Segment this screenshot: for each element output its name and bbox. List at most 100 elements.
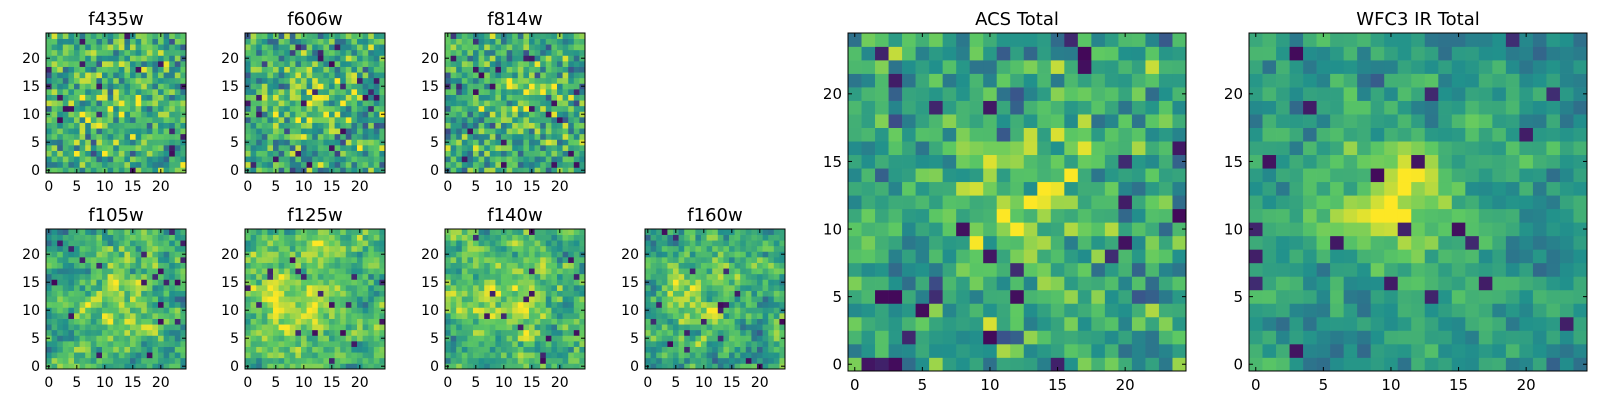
heatmap-cell xyxy=(1064,235,1079,250)
heatmap-cell xyxy=(85,318,92,325)
heatmap-cell xyxy=(478,279,485,286)
heatmap-cell xyxy=(969,195,984,210)
heatmap-cell xyxy=(85,122,92,129)
heatmap-cell xyxy=(301,268,307,275)
heatmap-cell xyxy=(1131,316,1146,331)
heatmap-cell xyxy=(1104,168,1119,183)
heatmap-cell xyxy=(317,145,324,151)
heatmap-cell xyxy=(113,273,120,280)
heatmap-cell xyxy=(90,245,97,252)
heatmap-cell xyxy=(996,330,1011,345)
heatmap-cell xyxy=(306,324,313,331)
heatmap-cell xyxy=(51,341,58,347)
heatmap-cell xyxy=(368,55,375,62)
heatmap-cell xyxy=(163,262,170,269)
heatmap-cell xyxy=(79,49,86,56)
heatmap-cell xyxy=(130,240,136,247)
heatmap-cell xyxy=(57,38,64,45)
heatmap-cell xyxy=(317,122,324,129)
heatmap-cell xyxy=(113,251,120,258)
heatmap-cell xyxy=(362,335,369,342)
heatmap-cell xyxy=(163,156,170,163)
heatmap-cell xyxy=(368,139,375,146)
heatmap-cell xyxy=(506,262,513,269)
heatmap-cell xyxy=(250,229,257,235)
heatmap-cell xyxy=(456,61,463,67)
heatmap-cell xyxy=(301,117,307,123)
heatmap-cell xyxy=(723,285,730,291)
heatmap-cell xyxy=(345,145,352,151)
heatmap-cell xyxy=(368,296,375,303)
heatmap-cell xyxy=(557,49,563,56)
heatmap-cell xyxy=(689,257,696,263)
heatmap-cell xyxy=(323,66,330,73)
heatmap-cell xyxy=(340,335,347,342)
heatmap-cell xyxy=(329,61,335,67)
heatmap-cell xyxy=(379,44,386,51)
heatmap-cell xyxy=(273,324,279,331)
heatmap-cell xyxy=(245,133,251,140)
heatmap-cell xyxy=(684,251,691,258)
heatmap-cell xyxy=(362,156,369,163)
heatmap-cell xyxy=(773,363,780,370)
heatmap-cell xyxy=(656,335,663,342)
heatmap-cell xyxy=(467,240,474,247)
heatmap-cell xyxy=(689,245,696,252)
heatmap-cell xyxy=(445,156,451,163)
heatmap-cell xyxy=(534,150,541,157)
heatmap-cell xyxy=(329,290,335,297)
heatmap-cell xyxy=(712,357,719,364)
heatmap-cell xyxy=(118,161,125,168)
heatmap-cell xyxy=(46,89,52,95)
heatmap-cell xyxy=(751,324,758,331)
heatmap-cell xyxy=(158,318,164,325)
heatmap-cell xyxy=(489,117,496,123)
heatmap-cell xyxy=(461,61,468,67)
heatmap-cell xyxy=(261,72,268,79)
heatmap-cell xyxy=(79,156,86,163)
heatmap-cell xyxy=(501,94,507,101)
heatmap-cell xyxy=(362,89,369,95)
heatmap-cell xyxy=(495,100,502,107)
heatmap-cell xyxy=(368,285,375,291)
heatmap-cell xyxy=(323,257,330,263)
heatmap-cell xyxy=(158,245,164,252)
heatmap-cell xyxy=(68,145,75,151)
heatmap-cell xyxy=(568,346,575,353)
heatmap-cell xyxy=(312,324,319,331)
heatmap-cell xyxy=(301,296,307,303)
heatmap-cell xyxy=(540,262,547,269)
heatmap-cell xyxy=(645,290,651,297)
heatmap-cell xyxy=(301,335,307,342)
heatmap-cell xyxy=(484,38,491,45)
heatmap-cell xyxy=(1010,289,1025,304)
heatmap-cell xyxy=(289,324,296,331)
heatmap-cell xyxy=(1077,168,1092,183)
heatmap-cell xyxy=(373,273,380,280)
heatmap-cell xyxy=(929,168,943,183)
heatmap-cell xyxy=(146,363,153,370)
heatmap-cell xyxy=(340,38,347,45)
heatmap-cell xyxy=(734,234,741,241)
heatmap-cell xyxy=(295,313,302,319)
heatmap-cell xyxy=(46,133,52,140)
heatmap-cell xyxy=(495,111,502,118)
heatmap-cell xyxy=(362,33,369,39)
heatmap-cell xyxy=(180,77,187,84)
heatmap-cell xyxy=(456,150,463,157)
heatmap-cell xyxy=(517,44,524,51)
heatmap-cell xyxy=(51,167,58,174)
heatmap-cell xyxy=(96,111,103,118)
heatmap-cell xyxy=(152,44,159,51)
heatmap-cell xyxy=(113,285,120,291)
heatmap-cell xyxy=(102,352,108,359)
heatmap-cell xyxy=(551,33,558,39)
heatmap-cell xyxy=(51,301,58,308)
heatmap-cell xyxy=(152,307,159,314)
heatmap-cell xyxy=(506,307,513,314)
heatmap-cell xyxy=(85,139,92,146)
heatmap-cell xyxy=(861,235,876,250)
heatmap-cell xyxy=(79,352,86,359)
heatmap-cell xyxy=(667,268,674,275)
